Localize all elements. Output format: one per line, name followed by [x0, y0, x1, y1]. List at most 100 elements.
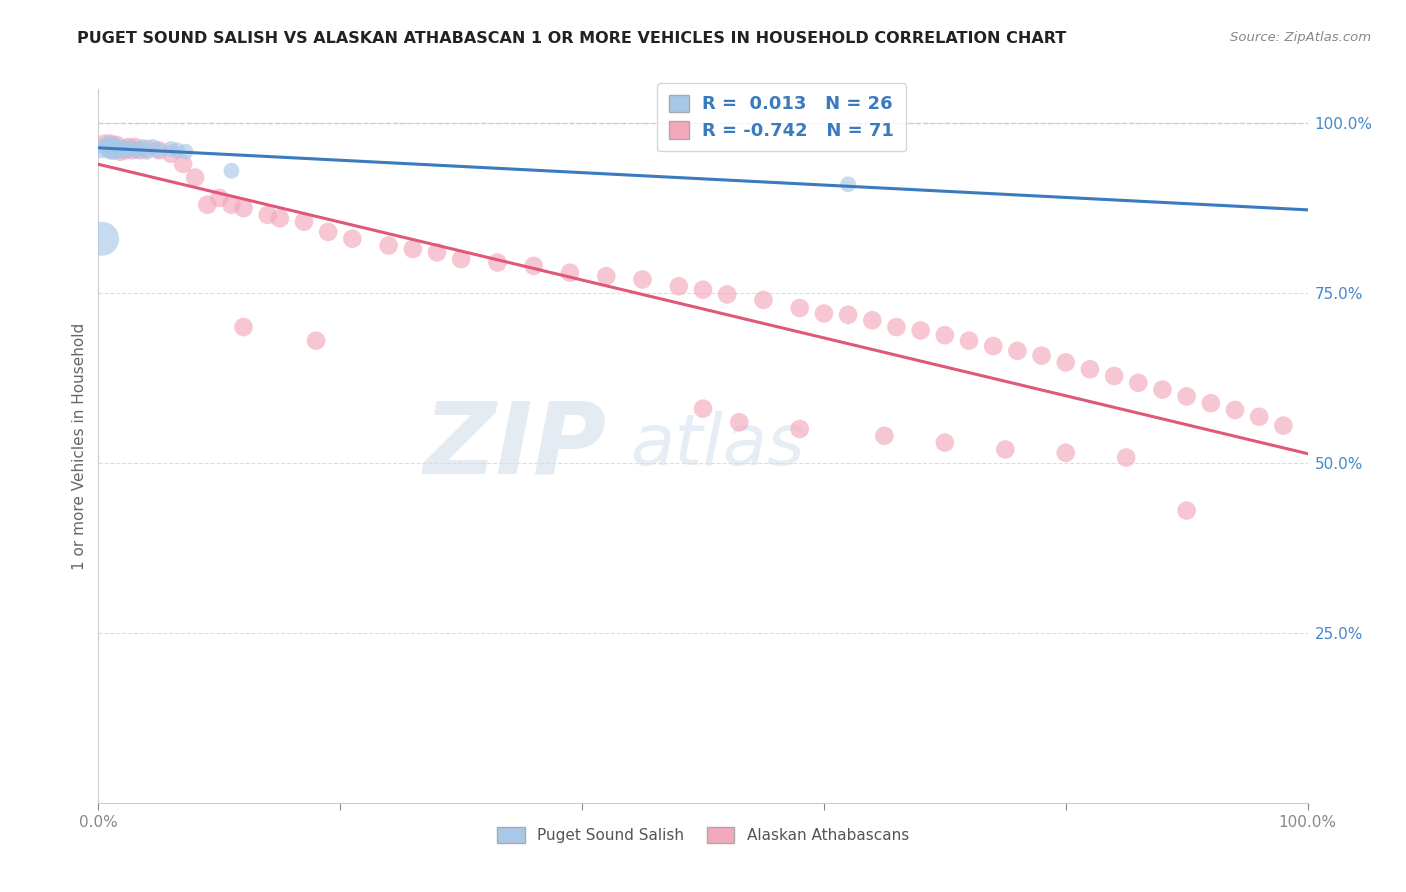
Text: Source: ZipAtlas.com: Source: ZipAtlas.com [1230, 31, 1371, 45]
Point [1031, 349, 1053, 363]
Point [107, 140, 129, 154]
Point [789, 422, 811, 436]
Point [111, 142, 134, 156]
Point [1007, 343, 1029, 358]
Point [172, 157, 194, 171]
Point [148, 144, 170, 158]
Point [873, 429, 896, 443]
Point [1223, 403, 1246, 417]
Point [103, 137, 125, 152]
Point [221, 198, 243, 212]
Point [221, 163, 243, 178]
Point [101, 144, 124, 158]
Point [752, 293, 775, 307]
Point [1175, 503, 1198, 517]
Point [114, 140, 136, 154]
Point [426, 245, 449, 260]
Point [184, 170, 207, 185]
Point [910, 323, 932, 337]
Point [595, 269, 617, 284]
Point [668, 279, 690, 293]
Point [142, 140, 165, 154]
Point [957, 334, 980, 348]
Point [118, 140, 141, 154]
Point [523, 259, 546, 273]
Point [160, 142, 183, 156]
Point [232, 320, 254, 334]
Point [837, 178, 859, 192]
Point [692, 401, 714, 416]
Point [101, 144, 124, 158]
Point [93, 140, 115, 154]
Point [1078, 362, 1101, 376]
Point [108, 142, 131, 156]
Point [118, 144, 141, 158]
Point [195, 198, 218, 212]
Point [860, 313, 883, 327]
Point [1199, 396, 1222, 410]
Point [135, 145, 157, 159]
Point [1175, 389, 1198, 403]
Point [208, 191, 231, 205]
Point [1128, 376, 1150, 390]
Point [232, 201, 254, 215]
Point [135, 142, 157, 156]
Point [97, 144, 120, 158]
Point [160, 146, 183, 161]
Point [124, 140, 146, 154]
Point [716, 287, 738, 301]
Point [342, 232, 364, 246]
Point [256, 208, 278, 222]
Point [105, 137, 128, 152]
Point [486, 255, 509, 269]
Point [100, 145, 122, 159]
Point [129, 144, 152, 158]
Point [91, 232, 114, 246]
Point [631, 272, 654, 286]
Point [127, 144, 149, 158]
Point [402, 242, 425, 256]
Point [148, 144, 170, 158]
Text: PUGET SOUND SALISH VS ALASKAN ATHABASCAN 1 OR MORE VEHICLES IN HOUSEHOLD CORRELA: PUGET SOUND SALISH VS ALASKAN ATHABASCAN… [77, 31, 1067, 46]
Point [108, 145, 131, 159]
Point [131, 140, 153, 154]
Text: atlas: atlas [630, 411, 806, 481]
Y-axis label: 1 or more Vehicles in Household: 1 or more Vehicles in Household [72, 322, 87, 570]
Point [934, 328, 956, 343]
Text: ZIP: ZIP [423, 398, 606, 494]
Point [105, 145, 128, 159]
Point [1152, 383, 1174, 397]
Point [1054, 355, 1077, 369]
Point [97, 140, 120, 154]
Point [934, 435, 956, 450]
Point [98, 136, 121, 151]
Point [1102, 369, 1125, 384]
Point [121, 144, 143, 158]
Point [789, 301, 811, 315]
Point [981, 339, 1004, 353]
Point [813, 306, 835, 320]
Point [269, 211, 291, 226]
Point [558, 266, 581, 280]
Point [1272, 418, 1295, 433]
Point [1115, 450, 1137, 465]
Point [316, 225, 339, 239]
Point [886, 320, 908, 334]
Point [91, 144, 114, 158]
Point [114, 144, 136, 158]
Point [1249, 409, 1271, 424]
Legend: Puget Sound Salish, Alaskan Athabascans: Puget Sound Salish, Alaskan Athabascans [488, 818, 918, 852]
Point [100, 136, 122, 151]
Point [111, 144, 134, 158]
Point [837, 308, 859, 322]
Point [377, 238, 399, 252]
Point [692, 283, 714, 297]
Point [450, 252, 472, 266]
Point [94, 137, 117, 152]
Point [174, 145, 197, 159]
Point [121, 142, 143, 156]
Point [166, 144, 188, 158]
Point [994, 442, 1017, 457]
Point [305, 334, 328, 348]
Point [728, 415, 751, 429]
